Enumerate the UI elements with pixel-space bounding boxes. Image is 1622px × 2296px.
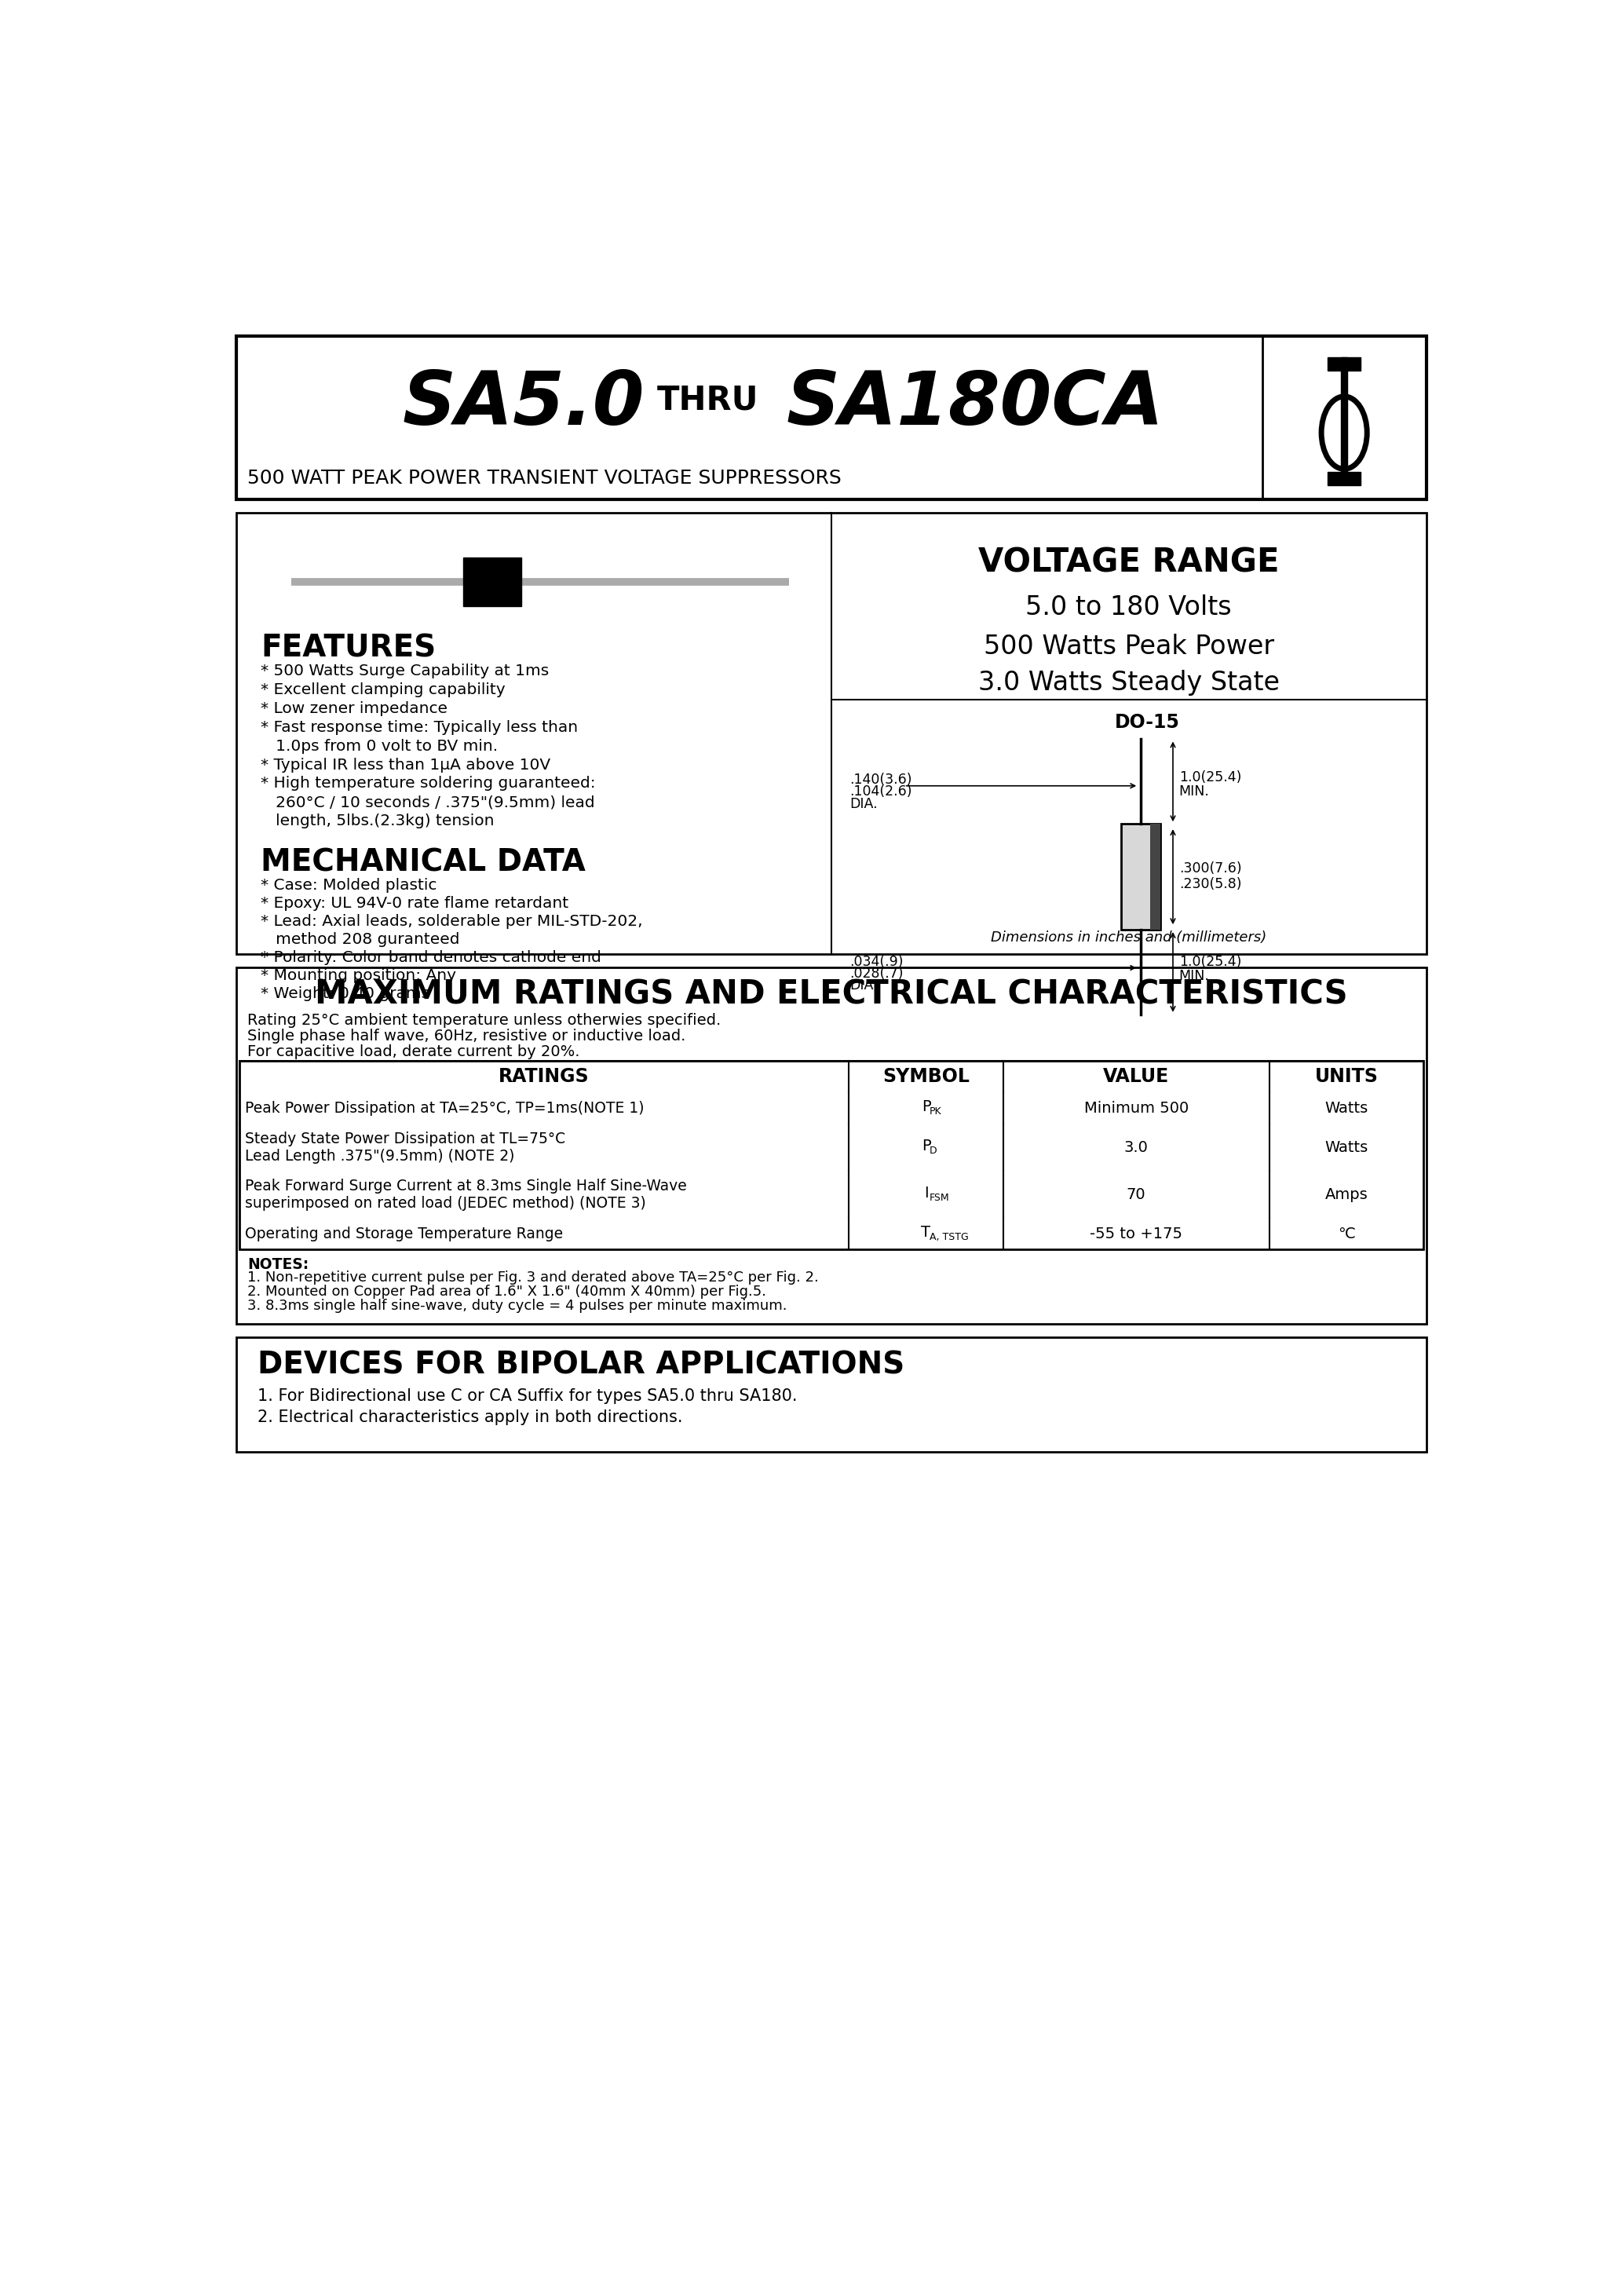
Text: ℃: ℃ <box>1338 1226 1354 1242</box>
Bar <box>240 1123 1422 1171</box>
Text: .140(3.6): .140(3.6) <box>850 771 912 788</box>
Text: superimposed on rated load (JEDEC method) (NOTE 3): superimposed on rated load (JEDEC method… <box>245 1196 646 1210</box>
Text: * Epoxy: UL 94V-0 rate flame retardant: * Epoxy: UL 94V-0 rate flame retardant <box>261 895 568 912</box>
Bar <box>240 1093 1422 1123</box>
Text: SYMBOL: SYMBOL <box>882 1068 970 1086</box>
Text: MIN.: MIN. <box>1179 785 1210 799</box>
Bar <box>237 512 1426 953</box>
Bar <box>464 558 521 606</box>
Text: 70: 70 <box>1127 1187 1145 1203</box>
Text: .300(7.6): .300(7.6) <box>1179 861 1241 875</box>
Text: Dimensions in inches and (millimeters): Dimensions in inches and (millimeters) <box>991 930 1267 946</box>
Text: RATINGS: RATINGS <box>498 1068 589 1086</box>
Text: Operating and Storage Temperature Range: Operating and Storage Temperature Range <box>245 1226 563 1242</box>
Text: * Case: Molded plastic: * Case: Molded plastic <box>261 877 436 893</box>
Text: SA5.0: SA5.0 <box>402 367 644 441</box>
Bar <box>1150 824 1161 930</box>
Text: PK: PK <box>929 1107 942 1116</box>
Text: SA180CA: SA180CA <box>787 367 1163 441</box>
Text: DIA.: DIA. <box>850 978 878 992</box>
Bar <box>1327 473 1361 484</box>
Text: * Lead: Axial leads, solderable per MIL-STD-202,: * Lead: Axial leads, solderable per MIL-… <box>261 914 642 930</box>
Text: DEVICES FOR BIPOLAR APPLICATIONS: DEVICES FOR BIPOLAR APPLICATIONS <box>258 1350 905 1380</box>
Text: Steady State Power Dissipation at TL=75°C: Steady State Power Dissipation at TL=75°… <box>245 1132 566 1146</box>
Text: MAXIMUM RATINGS AND ELECTRICAL CHARACTERISTICS: MAXIMUM RATINGS AND ELECTRICAL CHARACTER… <box>315 978 1348 1010</box>
Text: 260°C / 10 seconds / .375"(9.5mm) lead: 260°C / 10 seconds / .375"(9.5mm) lead <box>261 794 595 810</box>
Text: T: T <box>921 1226 931 1240</box>
Bar <box>1327 358 1361 370</box>
Text: Watts: Watts <box>1325 1139 1367 1155</box>
Text: I: I <box>925 1185 928 1201</box>
Bar <box>240 1061 1422 1093</box>
Text: A, TSTG: A, TSTG <box>929 1233 968 1242</box>
Text: 1.0ps from 0 volt to BV min.: 1.0ps from 0 volt to BV min. <box>261 739 498 753</box>
Text: D: D <box>929 1146 938 1157</box>
Text: DIA.: DIA. <box>850 797 878 810</box>
Text: .028(.7): .028(.7) <box>850 967 903 980</box>
Text: MECHANICAL DATA: MECHANICAL DATA <box>261 847 586 877</box>
Text: * Polarity: Color band denotes cathode end: * Polarity: Color band denotes cathode e… <box>261 951 602 964</box>
Bar <box>1121 824 1161 930</box>
Text: UNITS: UNITS <box>1314 1068 1379 1086</box>
Text: NOTES:: NOTES: <box>247 1256 308 1272</box>
Text: MIN.: MIN. <box>1179 969 1210 983</box>
Text: * Low zener impedance: * Low zener impedance <box>261 700 448 716</box>
Bar <box>240 1219 1422 1249</box>
Bar <box>1341 358 1348 484</box>
Text: .230(5.8): .230(5.8) <box>1179 877 1241 891</box>
Text: * Fast response time: Typically less than: * Fast response time: Typically less tha… <box>261 721 577 735</box>
Text: length, 5lbs.(2.3kg) tension: length, 5lbs.(2.3kg) tension <box>261 813 495 829</box>
Text: 1. Non-repetitive current pulse per Fig. 3 and derated above TA=25°C per Fig. 2.: 1. Non-repetitive current pulse per Fig.… <box>247 1270 819 1283</box>
Text: P: P <box>921 1100 931 1114</box>
Text: -55 to +175: -55 to +175 <box>1090 1226 1182 1242</box>
Text: Lead Length .375"(9.5mm) (NOTE 2): Lead Length .375"(9.5mm) (NOTE 2) <box>245 1148 514 1164</box>
Text: P: P <box>921 1139 931 1153</box>
Text: * 500 Watts Surge Capability at 1ms: * 500 Watts Surge Capability at 1ms <box>261 664 548 680</box>
Text: * Excellent clamping capability: * Excellent clamping capability <box>261 682 504 698</box>
Bar <box>237 967 1426 1325</box>
Bar <box>237 335 1426 498</box>
Text: 1.0(25.4): 1.0(25.4) <box>1179 769 1241 785</box>
Text: method 208 guranteed: method 208 guranteed <box>261 932 459 946</box>
Text: 1.0(25.4): 1.0(25.4) <box>1179 955 1241 969</box>
Text: * Mounting position: Any: * Mounting position: Any <box>261 969 456 983</box>
Text: THRU: THRU <box>657 383 759 416</box>
Text: 3.0 Watts Steady State: 3.0 Watts Steady State <box>978 670 1280 696</box>
Text: FEATURES: FEATURES <box>261 634 436 664</box>
Text: 3. 8.3ms single half sine-wave, duty cycle = 4 pulses per minute maximum.: 3. 8.3ms single half sine-wave, duty cyc… <box>247 1300 787 1313</box>
Text: FSM: FSM <box>929 1194 950 1203</box>
Text: Rating 25°C ambient temperature unless otherwies specified.: Rating 25°C ambient temperature unless o… <box>247 1013 720 1029</box>
Text: 1. For Bidirectional use C or CA Suffix for types SA5.0 thru SA180.: 1. For Bidirectional use C or CA Suffix … <box>258 1389 798 1405</box>
Text: Minimum 500: Minimum 500 <box>1083 1100 1189 1116</box>
Text: 500 Watts Peak Power: 500 Watts Peak Power <box>983 634 1275 659</box>
Text: Watts: Watts <box>1325 1100 1367 1116</box>
Text: 2. Mounted on Copper Pad area of 1.6" X 1.6" (40mm X 40mm) per Fig.5.: 2. Mounted on Copper Pad area of 1.6" X … <box>247 1286 766 1300</box>
Text: .034(.9): .034(.9) <box>850 955 903 969</box>
Text: Single phase half wave, 60Hz, resistive or inductive load.: Single phase half wave, 60Hz, resistive … <box>247 1029 686 1042</box>
Bar <box>237 1336 1426 1451</box>
Text: VOLTAGE RANGE: VOLTAGE RANGE <box>978 546 1280 579</box>
Text: * Typical IR less than 1μA above 10V: * Typical IR less than 1μA above 10V <box>261 758 550 771</box>
Text: 2. Electrical characteristics apply in both directions.: 2. Electrical characteristics apply in b… <box>258 1410 683 1426</box>
Text: VALUE: VALUE <box>1103 1068 1169 1086</box>
Text: Peak Power Dissipation at TA=25°C, TP=1ms(NOTE 1): Peak Power Dissipation at TA=25°C, TP=1m… <box>245 1100 644 1116</box>
Text: * High temperature soldering guaranteed:: * High temperature soldering guaranteed: <box>261 776 595 792</box>
Text: Peak Forward Surge Current at 8.3ms Single Half Sine-Wave: Peak Forward Surge Current at 8.3ms Sing… <box>245 1178 688 1194</box>
Text: 5.0 to 180 Volts: 5.0 to 180 Volts <box>1025 595 1231 620</box>
Bar <box>240 1061 1422 1249</box>
Text: 3.0: 3.0 <box>1124 1139 1148 1155</box>
Text: DO-15: DO-15 <box>1114 714 1179 732</box>
Text: Amps: Amps <box>1325 1187 1367 1203</box>
Text: * Weight: 0.40 grams: * Weight: 0.40 grams <box>261 987 430 1001</box>
Text: .104(2.6): .104(2.6) <box>850 785 912 799</box>
Text: 500 WATT PEAK POWER TRANSIENT VOLTAGE SUPPRESSORS: 500 WATT PEAK POWER TRANSIENT VOLTAGE SU… <box>247 468 842 487</box>
Text: For capacitive load, derate current by 20%.: For capacitive load, derate current by 2… <box>247 1045 579 1058</box>
Bar <box>240 1171 1422 1219</box>
